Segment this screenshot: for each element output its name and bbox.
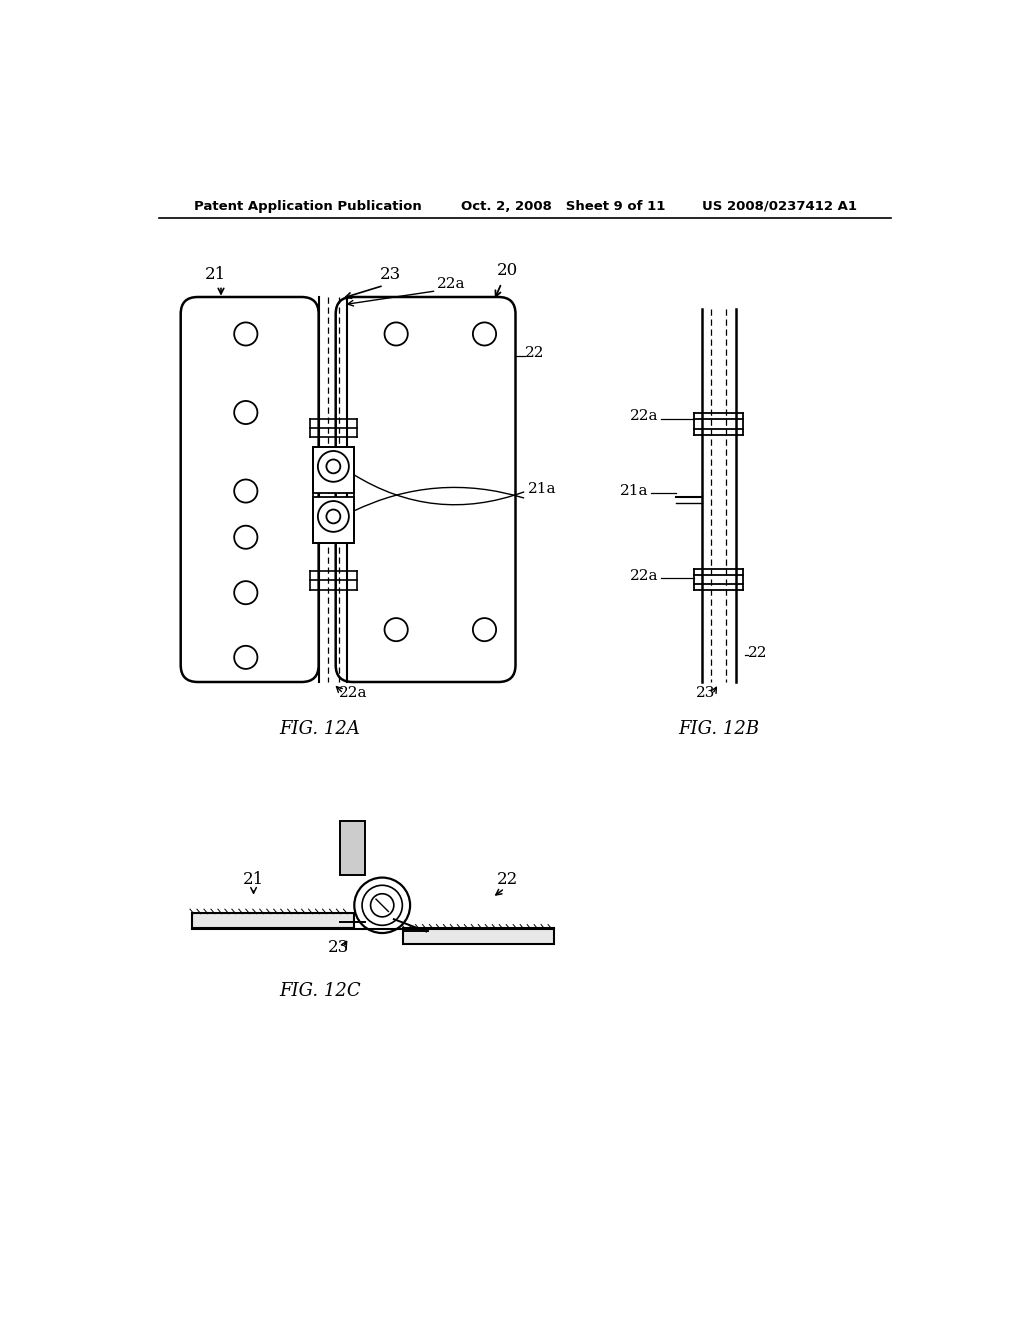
Circle shape bbox=[473, 618, 496, 642]
Circle shape bbox=[234, 645, 257, 669]
Text: 22: 22 bbox=[497, 871, 518, 888]
Text: 22a: 22a bbox=[339, 686, 367, 701]
Bar bbox=[403, 928, 554, 944]
Circle shape bbox=[234, 581, 257, 605]
Circle shape bbox=[234, 401, 257, 424]
Text: 22: 22 bbox=[524, 346, 545, 360]
Bar bbox=[191, 913, 354, 928]
Circle shape bbox=[473, 322, 496, 346]
Circle shape bbox=[385, 618, 408, 642]
Text: FIG. 12B: FIG. 12B bbox=[678, 721, 759, 738]
Text: 23: 23 bbox=[695, 686, 715, 701]
Circle shape bbox=[327, 459, 340, 474]
Circle shape bbox=[317, 451, 349, 482]
Circle shape bbox=[317, 502, 349, 532]
FancyBboxPatch shape bbox=[336, 297, 515, 682]
Circle shape bbox=[327, 510, 340, 524]
Text: FIG. 12C: FIG. 12C bbox=[280, 982, 361, 1001]
Text: 22a: 22a bbox=[436, 277, 465, 290]
Circle shape bbox=[234, 525, 257, 549]
Text: 23: 23 bbox=[328, 939, 349, 956]
Text: 22a: 22a bbox=[631, 569, 658, 583]
Text: Oct. 2, 2008   Sheet 9 of 11: Oct. 2, 2008 Sheet 9 of 11 bbox=[461, 199, 666, 213]
Text: 22: 22 bbox=[748, 647, 768, 660]
Circle shape bbox=[234, 479, 257, 503]
Bar bbox=[313, 498, 353, 544]
Circle shape bbox=[234, 322, 257, 346]
Text: 21: 21 bbox=[205, 267, 226, 284]
Ellipse shape bbox=[371, 894, 394, 917]
Text: 23: 23 bbox=[379, 267, 400, 284]
Text: 22a: 22a bbox=[631, 409, 658, 424]
Text: 21a: 21a bbox=[528, 482, 556, 496]
FancyBboxPatch shape bbox=[180, 297, 318, 682]
Text: 21a: 21a bbox=[621, 484, 649, 498]
Bar bbox=[340, 821, 366, 875]
Text: US 2008/0237412 A1: US 2008/0237412 A1 bbox=[701, 199, 856, 213]
Text: Patent Application Publication: Patent Application Publication bbox=[194, 199, 422, 213]
Text: 21: 21 bbox=[243, 871, 264, 888]
Text: FIG. 12A: FIG. 12A bbox=[280, 721, 360, 738]
Text: 20: 20 bbox=[497, 263, 518, 280]
Bar bbox=[313, 447, 353, 494]
Circle shape bbox=[385, 322, 408, 346]
